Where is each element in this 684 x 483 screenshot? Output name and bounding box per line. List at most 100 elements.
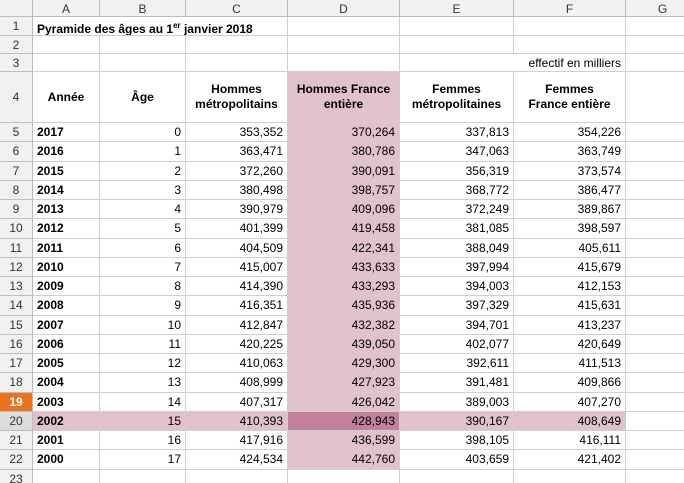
data-cell[interactable]: 394,003 (400, 277, 514, 297)
data-cell[interactable]: 409,866 (514, 373, 626, 393)
data-cell[interactable]: 1 (100, 142, 186, 162)
data-cell[interactable]: 380,786 (288, 142, 400, 162)
row-header[interactable]: 11 (0, 238, 33, 258)
data-cell[interactable]: 381,085 (400, 219, 514, 239)
row-header[interactable]: 22 (0, 450, 33, 470)
data-cell[interactable]: 407,317 (186, 392, 288, 412)
data-cell[interactable]: 389,867 (514, 200, 626, 220)
row-header[interactable]: 18 (0, 373, 33, 393)
data-cell[interactable]: 397,994 (400, 257, 514, 277)
column-header[interactable]: F (514, 0, 626, 17)
data-cell[interactable]: 370,264 (288, 123, 400, 143)
data-cell[interactable]: 405,611 (514, 238, 626, 258)
data-cell[interactable]: 12 (100, 354, 186, 374)
row-header[interactable]: 12 (0, 257, 33, 277)
data-cell[interactable]: 13 (100, 373, 186, 393)
data-cell[interactable]: 2011 (33, 238, 100, 258)
data-cell[interactable]: 2008 (33, 296, 100, 316)
data-cell[interactable]: 424,534 (186, 450, 288, 470)
column-header[interactable]: D (288, 0, 400, 17)
data-cell[interactable]: 426,042 (288, 392, 400, 412)
row-header[interactable]: 6 (0, 142, 33, 162)
data-cell[interactable]: 427,923 (288, 373, 400, 393)
row-header[interactable]: 21 (0, 431, 33, 451)
data-cell[interactable]: 429,300 (288, 354, 400, 374)
data-cell[interactable]: 415,007 (186, 257, 288, 277)
data-cell[interactable]: 420,649 (514, 334, 626, 354)
data-cell[interactable]: 390,979 (186, 200, 288, 220)
data-cell[interactable]: 2016 (33, 142, 100, 162)
data-cell[interactable]: 2006 (33, 334, 100, 354)
data-cell[interactable]: 7 (100, 257, 186, 277)
data-cell[interactable]: 363,471 (186, 142, 288, 162)
data-cell[interactable]: 410,063 (186, 354, 288, 374)
data-cell[interactable]: 428,943 (288, 411, 400, 431)
data-cell[interactable]: 390,091 (288, 161, 400, 181)
data-cell[interactable]: 392,611 (400, 354, 514, 374)
data-cell[interactable]: 397,329 (400, 296, 514, 316)
data-cell[interactable]: 9 (100, 296, 186, 316)
row-header[interactable]: 17 (0, 354, 33, 374)
row-header[interactable]: 16 (0, 334, 33, 354)
data-cell[interactable]: 398,597 (514, 219, 626, 239)
row-header[interactable]: 13 (0, 277, 33, 297)
row-header[interactable]: 4 (0, 72, 33, 123)
data-cell[interactable]: 388,049 (400, 238, 514, 258)
data-cell[interactable]: 415,631 (514, 296, 626, 316)
data-cell[interactable]: 354,226 (514, 123, 626, 143)
data-cell[interactable]: 421,402 (514, 450, 626, 470)
data-cell[interactable]: 0 (100, 123, 186, 143)
column-header[interactable]: G (626, 0, 684, 17)
data-cell[interactable]: 2000 (33, 450, 100, 470)
data-cell[interactable]: 15 (100, 411, 186, 431)
data-cell[interactable]: 2007 (33, 315, 100, 335)
data-cell[interactable]: 2014 (33, 180, 100, 200)
row-header[interactable]: 3 (0, 54, 33, 72)
data-cell[interactable]: 436,599 (288, 431, 400, 451)
data-cell[interactable]: 11 (100, 334, 186, 354)
data-cell[interactable]: 386,477 (514, 180, 626, 200)
data-cell[interactable]: 401,399 (186, 219, 288, 239)
data-cell[interactable]: 435,936 (288, 296, 400, 316)
row-header[interactable]: 8 (0, 180, 33, 200)
data-cell[interactable]: 2002 (33, 411, 100, 431)
data-cell[interactable]: 6 (100, 238, 186, 258)
column-header[interactable]: A (33, 0, 100, 17)
row-header[interactable]: 2 (0, 36, 33, 54)
data-cell[interactable]: 419,458 (288, 219, 400, 239)
data-cell[interactable]: 373,574 (514, 161, 626, 181)
data-cell[interactable]: 2004 (33, 373, 100, 393)
data-cell[interactable]: 2003 (33, 392, 100, 412)
data-cell[interactable]: 411,513 (514, 354, 626, 374)
row-header[interactable]: 14 (0, 296, 33, 316)
column-header[interactable]: B (100, 0, 186, 17)
data-cell[interactable]: 4 (100, 200, 186, 220)
data-cell[interactable]: 408,999 (186, 373, 288, 393)
row-header[interactable]: 15 (0, 315, 33, 335)
data-cell[interactable]: 416,351 (186, 296, 288, 316)
data-cell[interactable]: 2010 (33, 257, 100, 277)
data-cell[interactable]: 5 (100, 219, 186, 239)
data-cell[interactable]: 433,633 (288, 257, 400, 277)
data-cell[interactable]: 17 (100, 450, 186, 470)
data-cell[interactable]: 363,749 (514, 142, 626, 162)
data-cell[interactable]: 368,772 (400, 180, 514, 200)
data-cell[interactable]: 2001 (33, 431, 100, 451)
column-header[interactable]: C (186, 0, 288, 17)
column-header[interactable]: E (400, 0, 514, 17)
data-cell[interactable]: 403,659 (400, 450, 514, 470)
data-cell[interactable]: 410,393 (186, 411, 288, 431)
data-cell[interactable]: 10 (100, 315, 186, 335)
data-cell[interactable]: 422,341 (288, 238, 400, 258)
row-header[interactable]: 19 (0, 392, 33, 412)
data-cell[interactable]: 356,319 (400, 161, 514, 181)
data-cell[interactable]: 2013 (33, 200, 100, 220)
data-cell[interactable]: 439,050 (288, 334, 400, 354)
data-cell[interactable]: 432,382 (288, 315, 400, 335)
data-cell[interactable]: 372,260 (186, 161, 288, 181)
row-header[interactable]: 5 (0, 123, 33, 143)
data-cell[interactable]: 389,003 (400, 392, 514, 412)
data-cell[interactable]: 2012 (33, 219, 100, 239)
data-cell[interactable]: 409,096 (288, 200, 400, 220)
data-cell[interactable]: 337,813 (400, 123, 514, 143)
